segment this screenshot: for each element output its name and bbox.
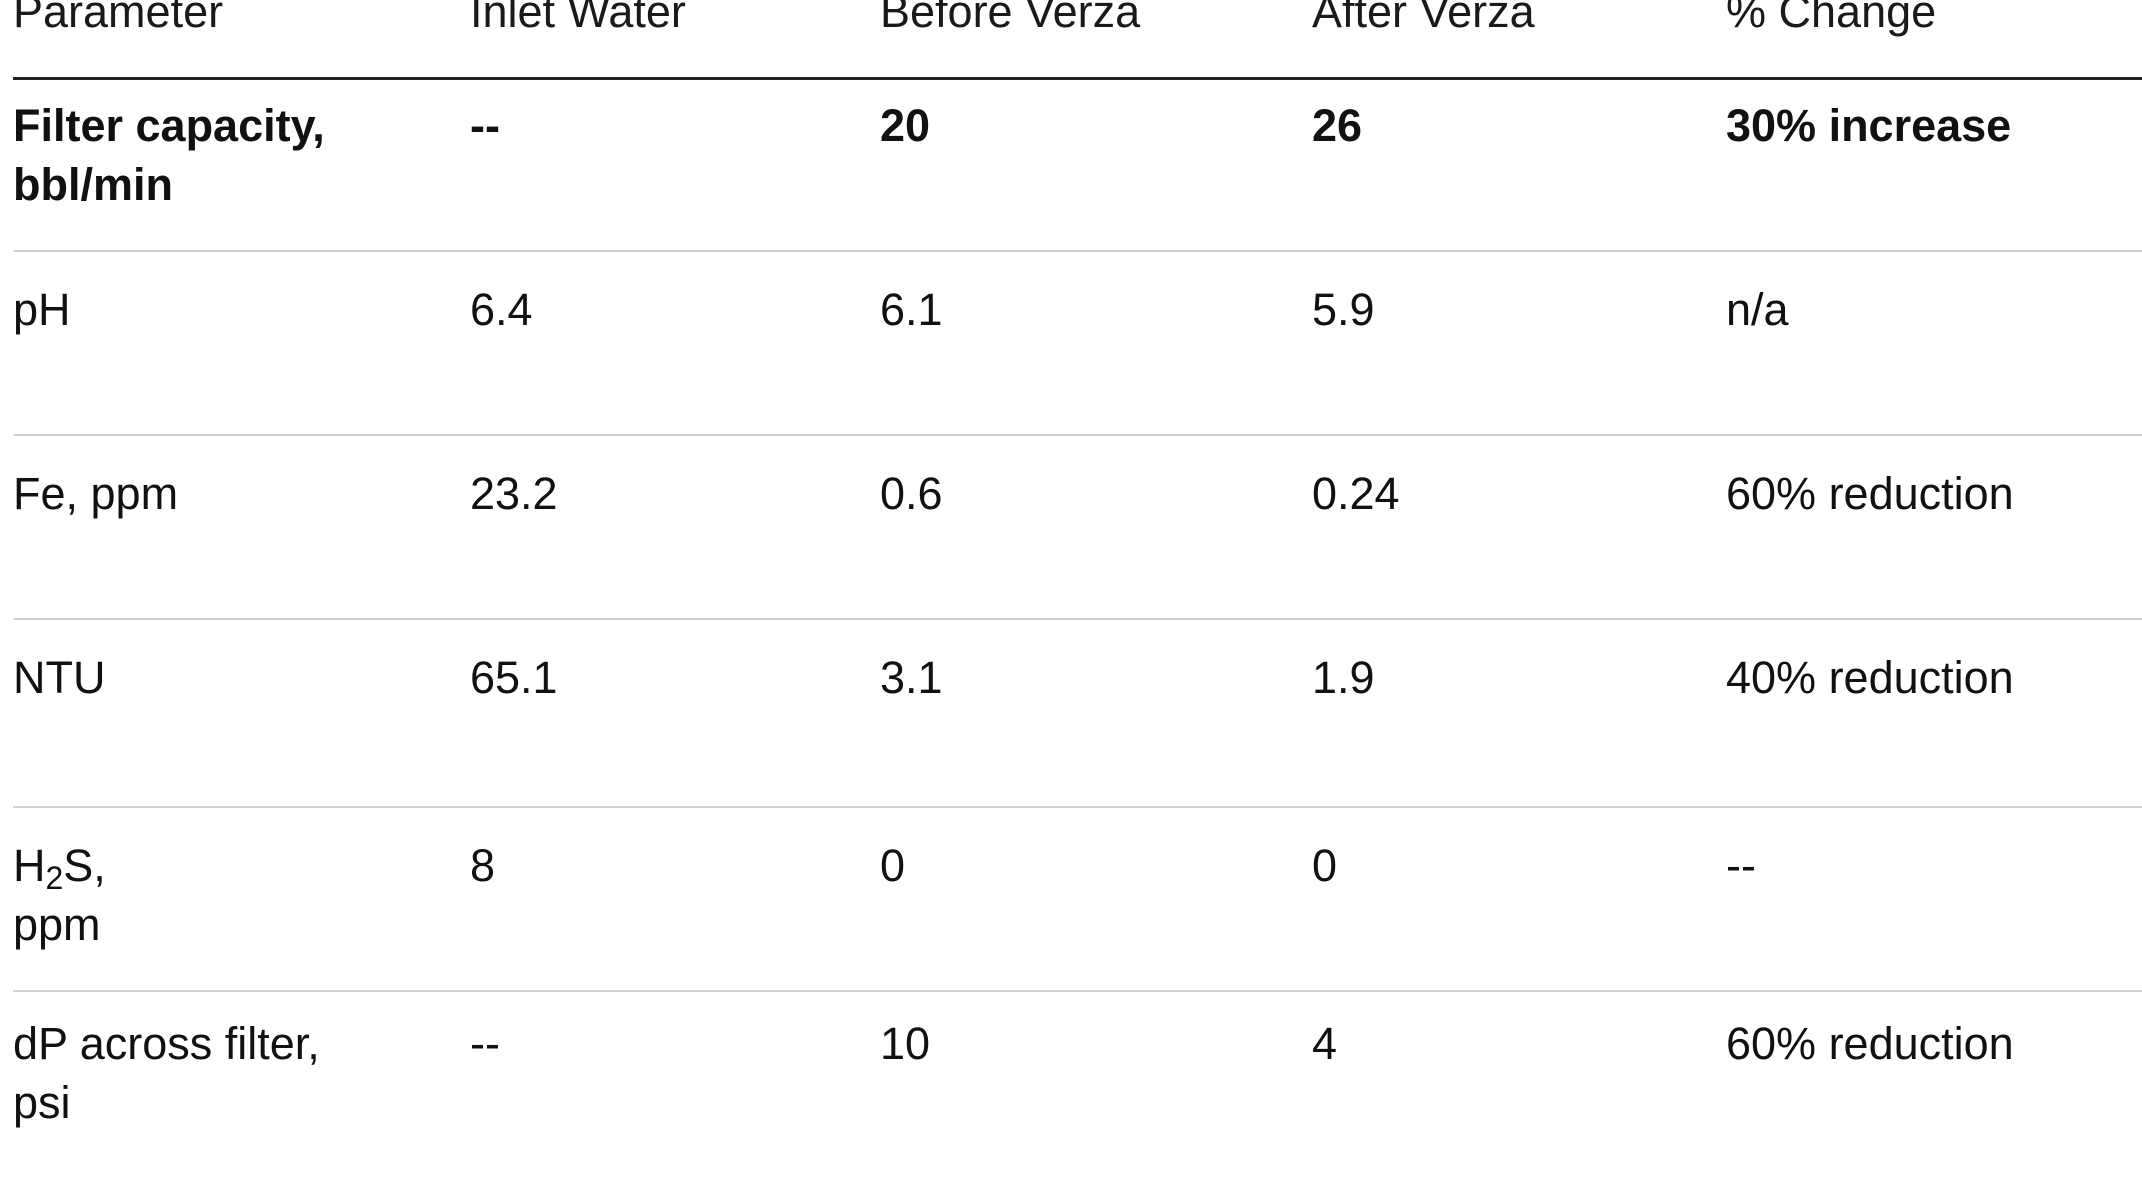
row-parameter-unit: ppm xyxy=(13,899,101,950)
row-before-value: 6.1 xyxy=(880,284,943,335)
row-change-value: 60% reduction xyxy=(1726,1018,2014,1069)
header-percent-change: % Change xyxy=(1726,0,1937,37)
header-divider xyxy=(13,77,2142,80)
row-divider xyxy=(13,618,2142,620)
row-before-value: 0 xyxy=(880,840,906,891)
row-parameter: pH xyxy=(13,284,71,335)
row-inlet-value: 23.2 xyxy=(470,468,558,519)
row-parameter-rest: S, xyxy=(63,840,106,891)
row-parameter: Fe, ppm xyxy=(13,468,179,519)
row-parameter-unit: bbl/min xyxy=(13,159,173,210)
row-change-value: n/a xyxy=(1726,284,1789,335)
row-change-value: 30% increase xyxy=(1726,100,2012,151)
row-parameter: NTU xyxy=(13,652,106,703)
row-after-value: 5.9 xyxy=(1312,284,1375,335)
row-parameter: Filter capacity, xyxy=(13,100,325,151)
row-parameter: H2S, xyxy=(13,836,106,896)
row-parameter-subscript: 2 xyxy=(45,860,64,896)
row-divider xyxy=(13,990,2142,992)
row-after-value: 26 xyxy=(1312,100,1363,151)
row-before-value: 10 xyxy=(880,1018,931,1069)
header-inlet-water: Inlet Water xyxy=(470,0,686,37)
row-inlet-value: 65.1 xyxy=(470,652,558,703)
row-inlet-value: 6.4 xyxy=(470,284,533,335)
row-after-value: 4 xyxy=(1312,1018,1338,1069)
row-parameter-unit: psi xyxy=(13,1077,71,1128)
row-change-value: -- xyxy=(1726,840,1756,891)
row-after-value: 0 xyxy=(1312,840,1338,891)
row-before-value: 20 xyxy=(880,100,931,151)
row-parameter-element: H xyxy=(13,840,46,891)
row-change-value: 60% reduction xyxy=(1726,468,2014,519)
row-change-value: 40% reduction xyxy=(1726,652,2014,703)
row-inlet-value: -- xyxy=(470,1018,500,1069)
header-parameter: Parameter xyxy=(13,0,224,37)
header-before-verza: Before Verza xyxy=(880,0,1141,37)
row-divider xyxy=(13,806,2142,808)
row-after-value: 1.9 xyxy=(1312,652,1375,703)
row-inlet-value: 8 xyxy=(470,840,496,891)
row-divider xyxy=(13,250,2142,252)
row-inlet-value: -- xyxy=(470,100,500,151)
row-divider xyxy=(13,434,2142,436)
row-before-value: 3.1 xyxy=(880,652,943,703)
row-before-value: 0.6 xyxy=(880,468,943,519)
row-parameter: dP across filter, xyxy=(13,1018,320,1069)
row-after-value: 0.24 xyxy=(1312,468,1400,519)
header-after-verza: After Verza xyxy=(1312,0,1535,37)
